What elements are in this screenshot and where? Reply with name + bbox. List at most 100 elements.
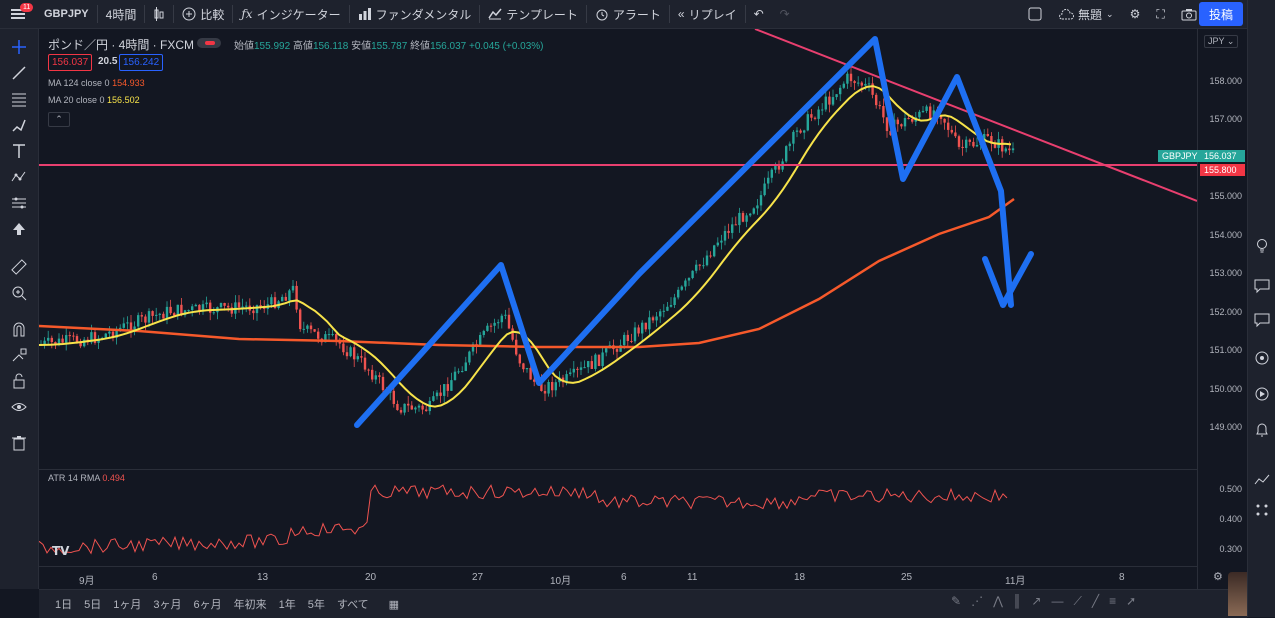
axis-settings-button[interactable]: ⚙ <box>1213 570 1223 583</box>
range-3m[interactable]: 3ヶ月 <box>153 599 182 611</box>
prediction-icon[interactable] <box>11 195 27 211</box>
compare-button[interactable]: 比較 <box>174 0 232 28</box>
symbol-search-button[interactable]: GBPJPY <box>36 0 97 28</box>
zoom-in-icon[interactable] <box>11 285 27 301</box>
message-icon[interactable] <box>1254 312 1270 328</box>
candle-body <box>831 97 835 105</box>
range-ytd[interactable]: 年初来 <box>233 599 267 611</box>
lightbulb-icon[interactable] <box>1254 238 1270 254</box>
candle-body <box>90 332 93 343</box>
atr-legend[interactable]: ATR 14 RMA 0.494 <box>48 473 125 483</box>
ruler-icon[interactable] <box>11 259 27 275</box>
currency-selector[interactable]: JPY ⌄ <box>1204 35 1239 48</box>
chart-type-button[interactable] <box>145 0 173 28</box>
fullscreen-toggle[interactable] <box>1020 0 1050 28</box>
price-chart[interactable] <box>39 29 1197 469</box>
settings-button[interactable]: ⚙ <box>1122 0 1149 28</box>
candle-body <box>867 83 871 85</box>
buy-button[interactable]: 156.242 <box>119 54 164 71</box>
price-axis[interactable]: JPY ⌄ 158.000 157.000 155.000 154.000 15… <box>1197 29 1248 589</box>
chat-icon[interactable] <box>1254 278 1270 294</box>
candle-body <box>885 117 889 132</box>
candle-body <box>947 122 950 130</box>
fundamentals-button[interactable]: ファンダメンタル <box>350 0 480 28</box>
eye-icon[interactable] <box>11 399 27 415</box>
candle-body <box>774 164 777 170</box>
lock-icon[interactable] <box>11 373 27 389</box>
bell-icon[interactable] <box>1254 422 1270 438</box>
podcast-icon[interactable] <box>1254 350 1270 366</box>
candle-body <box>450 380 453 391</box>
magnet-icon[interactable] <box>11 321 27 337</box>
range-1y[interactable]: 1年 <box>278 599 296 611</box>
drawing-favorites-toolbar: ✎ ⋰ ⋀ ║ ↗ — ⟋ ╱ ≡ ➚ <box>951 594 1201 614</box>
bars-icon[interactable]: ║ <box>1012 594 1022 608</box>
post-button[interactable]: 投稿 <box>1199 2 1243 26</box>
alert-button[interactable]: アラート <box>587 0 669 28</box>
visibility-toggle[interactable] <box>197 38 221 48</box>
templates-button[interactable]: テンプレート <box>480 0 586 28</box>
time-label: 6 <box>152 572 158 583</box>
candle-body <box>464 362 467 372</box>
crosshair-icon[interactable] <box>11 39 27 55</box>
rewind-icon: « <box>677 7 685 21</box>
candle-body <box>864 83 867 86</box>
range-1m[interactable]: 1ヶ月 <box>113 599 142 611</box>
layout-name-button[interactable]: 無題 ⌄ <box>1050 0 1122 28</box>
dots-grid-icon[interactable] <box>1254 502 1270 518</box>
candle-body <box>698 264 701 266</box>
trend-line-icon[interactable] <box>11 65 27 81</box>
expand-button[interactable]: ⛶ <box>1148 0 1172 28</box>
descending-trendline[interactable] <box>754 29 1197 202</box>
arrow-icon[interactable]: ↗ <box>1031 594 1042 608</box>
replay-button[interactable]: « リプレイ <box>670 0 745 28</box>
sell-button[interactable]: 156.037 <box>48 54 93 71</box>
layout-name: 無題 <box>1078 7 1103 22</box>
interval-button[interactable]: 4時間 <box>98 0 145 28</box>
undo-button[interactable]: ↶ <box>746 0 772 28</box>
indicators-button[interactable]: ƒx インジケーター <box>233 0 348 28</box>
arrow-marker-icon[interactable]: ➚ <box>1126 594 1137 608</box>
indicators-label: インジケーター <box>256 7 341 22</box>
range-5d[interactable]: 5日 <box>84 599 102 611</box>
time-axis[interactable]: 9月 6 13 20 27 10月 6 11 18 25 11月 8 ⚙ <box>39 566 1223 589</box>
candle-body <box>741 212 745 222</box>
pattern-icon[interactable]: ⋰ <box>971 594 984 608</box>
menu-button[interactable]: 11 <box>0 0 36 28</box>
lock-drawing-icon[interactable] <box>11 347 27 363</box>
hamburger-icon <box>11 9 25 19</box>
candle-body <box>749 213 752 216</box>
redo-button[interactable]: ↷ <box>772 0 798 28</box>
candle-body <box>381 376 385 391</box>
elliott-icon[interactable]: ⋀ <box>993 594 1003 608</box>
brush-icon[interactable]: ✎ <box>951 594 962 608</box>
horizontal-ray-icon[interactable]: — <box>1051 594 1064 608</box>
range-5y[interactable]: 5年 <box>307 599 325 611</box>
ma124-legend[interactable]: MA 124 close 0 154.933 <box>48 78 145 88</box>
trash-icon[interactable] <box>11 435 27 451</box>
arrow-up-icon[interactable] <box>11 221 27 237</box>
candle-body <box>849 73 853 82</box>
range-1d[interactable]: 1日 <box>55 599 73 611</box>
candle-body <box>342 343 345 353</box>
chart-line-icon[interactable] <box>1254 472 1270 488</box>
trend-line-icon[interactable]: ╱ <box>1091 594 1100 608</box>
collapse-legend-button[interactable]: ⌃ <box>48 112 70 127</box>
goto-date-button[interactable]: ▦ <box>383 598 405 611</box>
range-6m[interactable]: 6ヶ月 <box>193 599 222 611</box>
snapshot-button[interactable] <box>1173 0 1205 28</box>
text-icon[interactable] <box>11 143 27 159</box>
fib-icon[interactable]: ≡ <box>1109 594 1117 608</box>
symbol-title[interactable]: ポンド／円 · 4時間 · FXCM <box>48 38 194 52</box>
tradingview-logo: TV <box>52 544 70 558</box>
pattern-icon[interactable] <box>11 169 27 185</box>
range-all[interactable]: すべて <box>336 599 369 611</box>
broadcast-icon[interactable] <box>1254 386 1270 402</box>
candle-body <box>252 310 255 314</box>
brush-icon[interactable] <box>11 117 27 133</box>
ruler-icon[interactable]: ⟋ <box>1073 594 1082 608</box>
atr-pane[interactable] <box>39 469 1197 567</box>
candle-body <box>720 240 723 243</box>
ma20-legend[interactable]: MA 20 close 0 156.502 <box>48 95 140 105</box>
horizontal-lines-icon[interactable] <box>11 91 27 107</box>
